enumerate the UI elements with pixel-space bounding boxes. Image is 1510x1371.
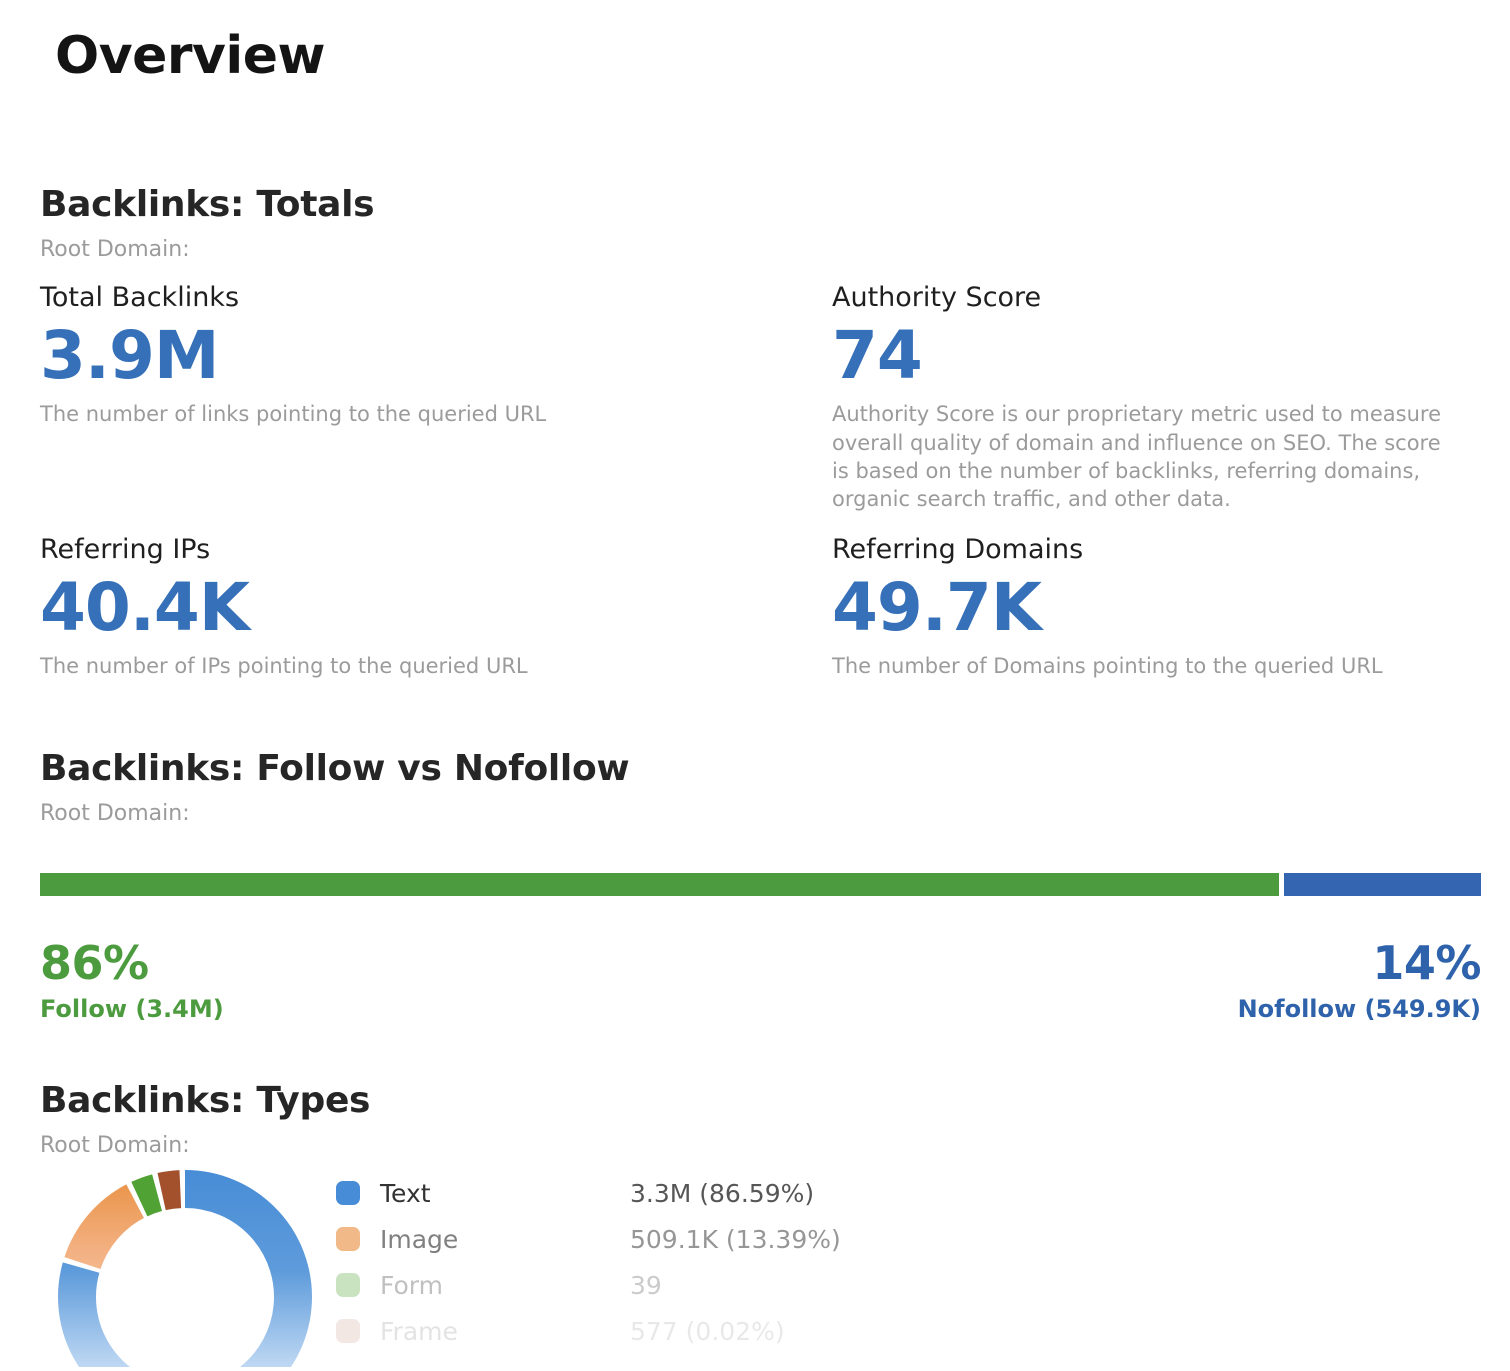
legend-row-text[interactable]: Text 3.3M (86.59%): [336, 1170, 1156, 1216]
page-title: Overview: [55, 26, 326, 86]
metric-value: 3.9M: [40, 317, 220, 394]
totals-root-domain-label: Root Domain:: [40, 237, 190, 262]
donut-segment-form[interactable]: [131, 1174, 163, 1217]
nofollow-percentage: 14%: [1372, 936, 1481, 990]
legend-row-frame[interactable]: Frame 577 (0.02%): [336, 1308, 1156, 1354]
metric-referring-ips: Referring IPs 40.4K The number of IPs po…: [40, 534, 740, 681]
totals-heading: Backlinks: Totals: [40, 184, 375, 225]
legend-row-image[interactable]: Image 509.1K (13.39%): [336, 1216, 1156, 1262]
metric-value: 74: [832, 317, 923, 394]
legend-label: Image: [380, 1224, 459, 1254]
metric-caption: The number of links pointing to the quer…: [40, 402, 547, 427]
donut-segment-text[interactable]: [58, 1170, 312, 1371]
follow-percentage: 86%: [40, 936, 149, 990]
image-swatch-icon: [336, 1227, 360, 1251]
follow-nofollow-stacked-bar: [40, 873, 1481, 896]
donut-segment-image[interactable]: [64, 1184, 145, 1270]
section-follow-nofollow-header: Backlinks: Follow vs Nofollow Root Domai…: [40, 748, 630, 826]
nofollow-stats: 14% Nofollow (549.9K): [1237, 936, 1482, 1023]
metric-caption: The number of Domains pointing to the qu…: [832, 654, 1383, 679]
section-types-header: Backlinks: Types Root Domain:: [40, 1080, 370, 1158]
metric-referring-domains: Referring Domains 49.7K The number of Do…: [832, 534, 1492, 681]
types-donut-chart[interactable]: [33, 1167, 343, 1371]
donut-svg: [58, 1170, 312, 1371]
legend-value: 3.3M (86.59%): [630, 1178, 815, 1208]
follow-label: Follow (3.4M): [40, 995, 224, 1023]
metric-value: 49.7K: [832, 569, 1042, 646]
metric-total-backlinks: Total Backlinks 3.9M The number of links…: [40, 282, 740, 429]
metric-value: 40.4K: [40, 569, 250, 646]
follow-nofollow-heading: Backlinks: Follow vs Nofollow: [40, 748, 630, 789]
metric-label: Authority Score: [832, 282, 1042, 313]
follow-stats: 86% Follow (3.4M): [40, 940, 224, 1023]
legend-label: Frame: [380, 1316, 458, 1346]
frame-swatch-icon: [336, 1319, 360, 1343]
metric-label: Referring Domains: [832, 534, 1084, 565]
legend-label: Text: [380, 1178, 431, 1208]
follow-bar-segment[interactable]: [40, 873, 1280, 896]
section-totals-header: Backlinks: Totals Root Domain:: [40, 184, 375, 262]
metric-authority-score: Authority Score 74 Authority Score is ou…: [832, 282, 1480, 514]
nofollow-label: Nofollow (549.9K): [1237, 995, 1481, 1023]
types-root-domain-label: Root Domain:: [40, 1133, 190, 1158]
metric-label: Total Backlinks: [40, 282, 240, 313]
types-legend: Text 3.3M (86.59%) Image 509.1K (13.39%)…: [336, 1170, 1156, 1354]
legend-value: 509.1K (13.39%): [630, 1224, 841, 1254]
legend-value: 577 (0.02%): [630, 1316, 785, 1346]
types-heading: Backlinks: Types: [40, 1080, 371, 1121]
legend-row-form[interactable]: Form 39: [336, 1262, 1156, 1308]
metric-caption: Authority Score is our proprietary metri…: [832, 402, 1442, 512]
form-swatch-icon: [336, 1273, 360, 1297]
legend-value: 39: [630, 1270, 662, 1300]
legend-label: Form: [380, 1270, 443, 1300]
nofollow-bar-segment[interactable]: [1284, 873, 1481, 896]
metric-label: Referring IPs: [40, 534, 211, 565]
follow-nofollow-root-domain-label: Root Domain:: [40, 801, 190, 826]
text-swatch-icon: [336, 1181, 360, 1205]
donut-segment-frame[interactable]: [157, 1170, 182, 1211]
metric-caption: The number of IPs pointing to the querie…: [40, 654, 528, 679]
